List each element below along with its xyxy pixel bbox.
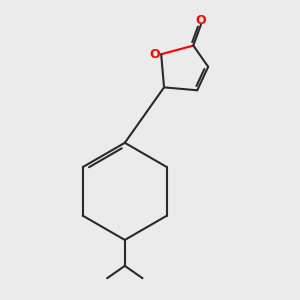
Text: O: O — [196, 14, 206, 27]
Text: O: O — [149, 48, 160, 61]
